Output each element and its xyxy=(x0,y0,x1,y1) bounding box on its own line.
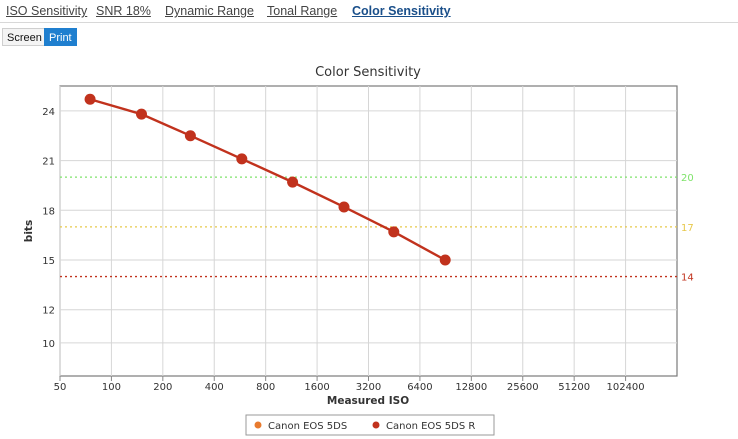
x-tick-label: 100 xyxy=(102,382,121,393)
data-point[interactable] xyxy=(236,153,248,165)
legend-label-canon-eos-5ds-r[interactable]: Canon EOS 5DS R xyxy=(386,421,475,432)
legend: Canon EOS 5DS Canon EOS 5DS R xyxy=(245,414,495,436)
x-tick-label: 102400 xyxy=(606,382,644,393)
x-tick-label: 25600 xyxy=(507,382,539,393)
x-tick-label: 12800 xyxy=(455,382,487,393)
grid xyxy=(59,86,677,376)
y-tick-label: 21 xyxy=(42,157,55,168)
x-axis-label: Measured ISO xyxy=(327,395,409,407)
data-point[interactable] xyxy=(388,226,400,238)
y-tick-label: 24 xyxy=(42,107,55,118)
data-point[interactable] xyxy=(439,254,451,266)
series-layer xyxy=(84,93,451,266)
tab-color-sensitivity[interactable]: Color Sensitivity xyxy=(352,4,451,18)
y-tick-label: 12 xyxy=(42,306,55,317)
x-tick-label: 1600 xyxy=(304,382,329,393)
legend-label-canon-eos-5ds[interactable]: Canon EOS 5DS xyxy=(268,421,347,432)
reference-line-label: 14 xyxy=(681,273,694,284)
reference-lines: 20 17 14 xyxy=(60,173,694,284)
legend-marker-canon-eos-5ds xyxy=(254,421,262,429)
x-tick-label: 200 xyxy=(153,382,172,393)
x-tick-label: 400 xyxy=(205,382,224,393)
data-point[interactable] xyxy=(338,201,350,213)
tab-divider xyxy=(0,22,738,23)
x-tick-label: 6400 xyxy=(407,382,432,393)
y-axis: 10 12 15 18 21 24 xyxy=(42,107,55,350)
x-tick-label: 3200 xyxy=(356,382,381,393)
legend-marker-canon-eos-5ds-r xyxy=(372,421,380,429)
x-tick-label: 50 xyxy=(54,382,67,393)
reference-line-label: 20 xyxy=(681,173,694,184)
data-point[interactable] xyxy=(135,108,147,120)
data-point[interactable] xyxy=(184,130,196,142)
print-button[interactable]: Print xyxy=(44,28,77,46)
y-tick-label: 10 xyxy=(42,339,55,350)
reference-line-label: 17 xyxy=(681,223,694,234)
data-point[interactable] xyxy=(84,93,96,105)
y-tick-label: 15 xyxy=(42,256,55,267)
tab-iso-sensitivity[interactable]: ISO Sensitivity xyxy=(6,4,88,18)
screen-button[interactable]: Screen xyxy=(2,28,47,46)
series-line xyxy=(89,98,446,262)
data-point[interactable] xyxy=(287,176,299,188)
x-tick-label: 51200 xyxy=(558,382,590,393)
x-axis: 50 100 200 400 800 1600 3200 6400 12800 25600 5120… xyxy=(54,376,645,393)
chart-title: Color Sensitivity xyxy=(315,65,421,80)
y-axis-label: bits xyxy=(23,220,35,242)
tab-tonal-range[interactable]: Tonal Range xyxy=(267,4,338,18)
tab-snr-18[interactable]: SNR 18% xyxy=(96,4,151,18)
tab-dynamic-range[interactable]: Dynamic Range xyxy=(165,4,254,18)
legend-box xyxy=(245,414,495,436)
y-tick-label: 18 xyxy=(42,206,55,217)
x-tick-label: 800 xyxy=(256,382,275,393)
